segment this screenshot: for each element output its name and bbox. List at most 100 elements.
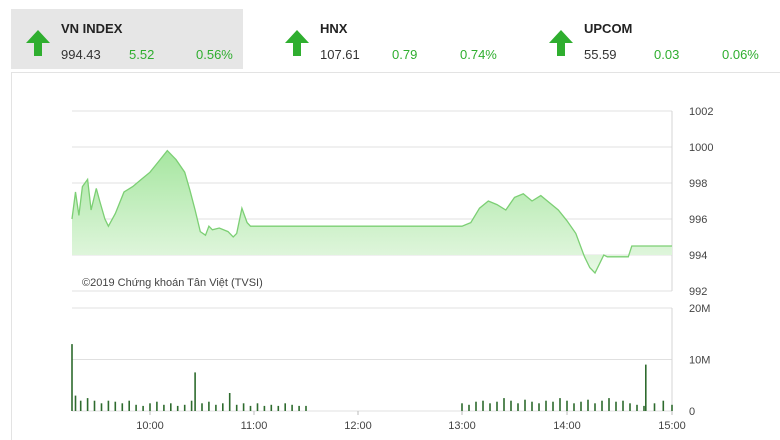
volume-bar (510, 400, 512, 411)
volume-bar (503, 398, 505, 411)
up-arrow-icon (549, 30, 573, 56)
volume-bar (190, 400, 193, 411)
price-y-axis: 1002 1000 998 996 994 992 (689, 106, 713, 298)
volume-bar (235, 404, 238, 411)
volume-bar (100, 403, 103, 411)
x-tick-label: 15:00 (658, 420, 686, 432)
volume-bar (263, 405, 266, 411)
volume-bar (242, 403, 245, 411)
volume-bar (74, 395, 77, 411)
volume-bar (201, 403, 203, 411)
volume-bar (573, 403, 575, 411)
volume-bar (566, 400, 568, 411)
price-y-tick-label: 1002 (689, 106, 713, 118)
volume-bar (176, 405, 179, 411)
volume-bar (170, 403, 172, 411)
volume-bar (249, 405, 252, 411)
volume-bar (156, 401, 158, 411)
tab-vn-index[interactable]: VN INDEX 994.43 5.52 0.56% (11, 9, 243, 69)
x-tick-label: 10:00 (136, 420, 164, 432)
index-value: 107.61 (320, 47, 360, 62)
volume-grid (72, 307, 673, 412)
volume-bar (114, 401, 117, 411)
index-change: 5.52 (129, 47, 155, 62)
volume-bar (291, 404, 293, 411)
volume-bar (194, 372, 196, 411)
volume-bar (559, 398, 561, 411)
volume-bar (71, 344, 73, 411)
index-tabs: VN INDEX 994.43 5.52 0.56% HNX 107.61 0.… (0, 0, 780, 72)
index-percent: 0.06% (722, 47, 759, 62)
index-change: 0.03 (654, 47, 680, 62)
price-y-tick-label: 996 (689, 214, 707, 226)
volume-bar (128, 400, 130, 411)
x-tick-label: 13:00 (448, 420, 476, 432)
volume-bar (256, 403, 259, 411)
volume-bar (163, 404, 165, 411)
volume-bar (671, 404, 673, 411)
volume-bar (461, 403, 463, 411)
index-name: VN INDEX (61, 21, 123, 36)
volume-bar (183, 404, 186, 411)
index-name: HNX (320, 21, 348, 36)
price-y-tick-label: 992 (689, 286, 707, 298)
volume-bar (121, 403, 124, 411)
volume-bar (142, 405, 144, 411)
volume-bar (149, 403, 151, 411)
time-axis: 10:00 11:00 12:00 13:00 14:00 15:00 (136, 411, 686, 432)
volume-bar (482, 400, 484, 411)
price-area (71, 149, 672, 275)
price-y-tick-label: 994 (689, 250, 707, 262)
index-change: 0.79 (392, 47, 418, 62)
volume-bar (580, 401, 582, 411)
watermark: ©2019 Chứng khoán Tân Việt (TVSI) (82, 277, 263, 289)
volume-bar (86, 398, 89, 411)
index-percent: 0.74% (460, 47, 497, 62)
tab-upcom[interactable]: UPCOM 55.59 0.03 0.06% (534, 9, 774, 69)
volume-bar (489, 403, 491, 411)
tab-hnx[interactable]: HNX 107.61 0.79 0.74% (270, 9, 502, 69)
volume-bar (531, 401, 533, 411)
x-tick-label: 14:00 (553, 420, 581, 432)
volume-bar (208, 401, 210, 411)
index-percent: 0.56% (196, 47, 233, 62)
volume-bar (277, 405, 280, 411)
volume-bar (468, 404, 470, 411)
index-value: 55.59 (584, 47, 617, 62)
chart-frame (11, 72, 780, 440)
volume-bar (645, 364, 647, 411)
volume-bars (71, 344, 673, 411)
volume-bar (608, 398, 610, 411)
volume-bar (284, 403, 286, 411)
x-tick-label: 11:00 (241, 420, 268, 432)
price-y-tick-label: 1000 (689, 142, 713, 154)
volume-y-tick-label: 10M (689, 355, 710, 367)
volume-bar (107, 400, 110, 411)
volume-bar (135, 404, 137, 411)
volume-bar (475, 401, 477, 411)
volume-bar (629, 403, 631, 411)
index-name: UPCOM (584, 21, 633, 36)
volume-bar (636, 404, 638, 411)
up-arrow-icon (285, 30, 309, 56)
volume-y-tick-label: 0 (689, 406, 695, 418)
price-line (71, 149, 672, 275)
volume-bar (662, 400, 665, 411)
volume-bar (93, 400, 96, 411)
volume-bar (545, 400, 547, 411)
volume-bar (215, 404, 217, 411)
volume-bar (496, 401, 498, 411)
volume-bar (298, 405, 300, 411)
volume-bar (270, 404, 273, 411)
volume-bar (79, 400, 82, 411)
x-tick-label: 12:00 (344, 420, 372, 432)
volume-bar (552, 401, 554, 411)
volume-bar (305, 405, 307, 411)
volume-bar (517, 403, 519, 411)
volume-bar (587, 399, 589, 411)
volume-bar (653, 403, 656, 411)
volume-bar (538, 403, 540, 411)
volume-bar (622, 400, 624, 411)
volume-bar (615, 401, 617, 411)
price-y-tick-label: 998 (689, 178, 707, 190)
